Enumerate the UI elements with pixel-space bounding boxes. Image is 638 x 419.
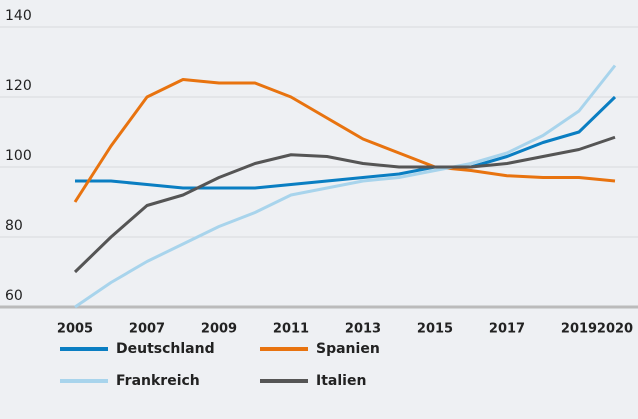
x-tick-label: 2011 (273, 322, 309, 337)
legend-label: Italien (316, 373, 366, 389)
y-tick-label: 140 (5, 8, 32, 24)
y-tick-label: 100 (5, 148, 32, 164)
x-tick-label: 2017 (489, 322, 525, 337)
x-tick-label: 2007 (129, 322, 165, 337)
x-tick-label: 2005 (57, 322, 93, 337)
legend-label: Frankreich (116, 373, 200, 389)
legend-label: Spanien (316, 341, 380, 357)
series-line (73, 135, 616, 274)
legend-label: Deutschland (116, 341, 215, 357)
x-tick-label: 2015 (417, 322, 453, 337)
x-tick-label: 2020 (597, 322, 633, 337)
x-tick-label: 2009 (201, 322, 237, 337)
y-tick-label: 120 (5, 78, 32, 94)
series-line (73, 78, 616, 203)
series-line (75, 95, 617, 190)
x-tick-label: 2019 (561, 322, 597, 337)
series-line (74, 64, 617, 309)
y-tick-label: 60 (5, 288, 23, 304)
x-tick-label: 2013 (345, 322, 381, 337)
y-tick-label: 80 (5, 218, 23, 234)
